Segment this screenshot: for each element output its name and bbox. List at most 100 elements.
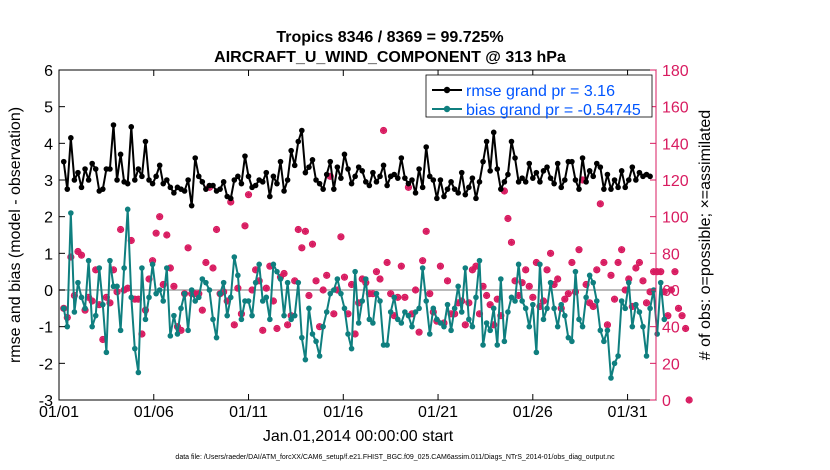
bias-point [327, 290, 334, 297]
obs-assimilated-stroke [622, 287, 629, 293]
obs-assimilated-marker [486, 301, 494, 308]
obs-assimilated-stroke [483, 292, 490, 299]
rmse-series-group [60, 122, 653, 209]
obs-assimilated-marker [568, 259, 576, 266]
obs-assimilated-stroke [281, 270, 287, 277]
bias-point [167, 333, 174, 339]
y2-axis-label: # of obs: o=possible; ×=assimilated [697, 110, 714, 360]
rmse-point [359, 168, 366, 174]
obs-assimilated-stroke [306, 292, 312, 299]
bias-point [117, 327, 124, 334]
obs-assimilated-stroke [508, 239, 515, 246]
obs-assimilated-marker [78, 251, 85, 259]
obs-assimilated-marker [245, 191, 252, 198]
bias-point [618, 298, 625, 304]
obs-assimilated-stroke [373, 268, 380, 275]
rmse-point [537, 179, 543, 185]
y2-tick-label: 140 [662, 136, 689, 153]
obs-assimilated-stroke [636, 259, 643, 266]
x-tick-label: 01/11 [229, 404, 268, 421]
bias-point [583, 294, 589, 301]
bias-point [217, 290, 223, 297]
bias-point [203, 279, 209, 286]
rmse-point [309, 157, 316, 163]
data-file-footnote: data file: /Users/raeder/DAI/ATM_forcXX/… [175, 454, 615, 461]
bias-point [238, 316, 245, 323]
y2-tick-label: 180 [662, 63, 689, 80]
rmse-point [92, 166, 99, 172]
bias-point [483, 320, 490, 326]
obs-assimilated-marker [426, 290, 434, 297]
rmse-point [498, 186, 504, 192]
bias-point [384, 342, 390, 348]
rmse-point [124, 180, 131, 187]
rmse-point [419, 184, 426, 191]
rmse-point [583, 179, 589, 185]
bias-point [345, 331, 351, 337]
bias-point [174, 331, 181, 337]
rmse-point [377, 173, 383, 180]
bias-point [82, 305, 88, 312]
rmse-point [480, 158, 486, 165]
y2-tick-label: 160 [662, 100, 689, 117]
rmse-point [334, 164, 341, 170]
obs-assimilated-stroke [398, 263, 405, 270]
bias-point [64, 323, 71, 330]
rmse-point [227, 195, 234, 202]
obs-assimilated-marker [504, 215, 512, 222]
bias-point [235, 272, 241, 279]
rmse-point [270, 173, 277, 180]
bias-point [295, 279, 302, 286]
rmse-point [291, 162, 298, 169]
obs-assimilated-marker [593, 266, 601, 274]
obs-assimilated-marker [611, 295, 618, 303]
rmse-point [405, 180, 412, 187]
obs-assimilated-stroke [665, 312, 671, 319]
bias-point [394, 316, 401, 323]
bias-point [96, 265, 103, 271]
rmse-point [522, 179, 529, 185]
rmse-point [107, 166, 113, 172]
rmse-point [391, 171, 398, 178]
bias-point [441, 323, 447, 330]
bias-point [220, 279, 227, 286]
rmse-point [441, 193, 447, 200]
obs-assimilated-stroke [298, 244, 305, 251]
obs-assimilated-marker [117, 226, 124, 233]
bias-point [199, 276, 206, 282]
obs-assimilated-stroke [547, 250, 554, 257]
obs-assimilated-marker [163, 231, 171, 239]
obs-assimilated-marker [298, 244, 306, 252]
rmse-point [245, 173, 252, 180]
rmse-point [618, 168, 625, 174]
bias-point [458, 309, 465, 315]
obs-assimilated-marker [682, 325, 689, 332]
bias-point [554, 323, 561, 330]
obs-assimilated-marker [280, 270, 288, 277]
obs-assimilated-stroke [679, 312, 685, 319]
obs-assimilated-stroke [416, 329, 422, 336]
obs-assimilated-stroke [686, 397, 693, 403]
rmse-point [593, 160, 600, 167]
bias-point [181, 290, 188, 297]
y-tick-label: 1 [44, 246, 53, 263]
obs-assimilated-stroke [163, 232, 170, 238]
rmse-point [586, 168, 593, 174]
rmse-point [263, 169, 270, 176]
bias-point [625, 279, 632, 286]
bias-point [270, 261, 277, 268]
bias-point [487, 327, 493, 334]
rmse-point [398, 155, 405, 161]
rmse-point [437, 177, 444, 183]
bias-point [210, 316, 216, 323]
bias-point [515, 261, 522, 268]
obs-assimilated-marker [390, 312, 398, 319]
rmse-point [402, 175, 408, 181]
bias-point [473, 294, 479, 301]
bias-point [643, 353, 650, 359]
bias-point [341, 305, 348, 312]
rmse-point [323, 171, 330, 178]
bias-point [185, 327, 191, 334]
rmse-point [242, 153, 248, 159]
rmse-point [149, 180, 156, 187]
